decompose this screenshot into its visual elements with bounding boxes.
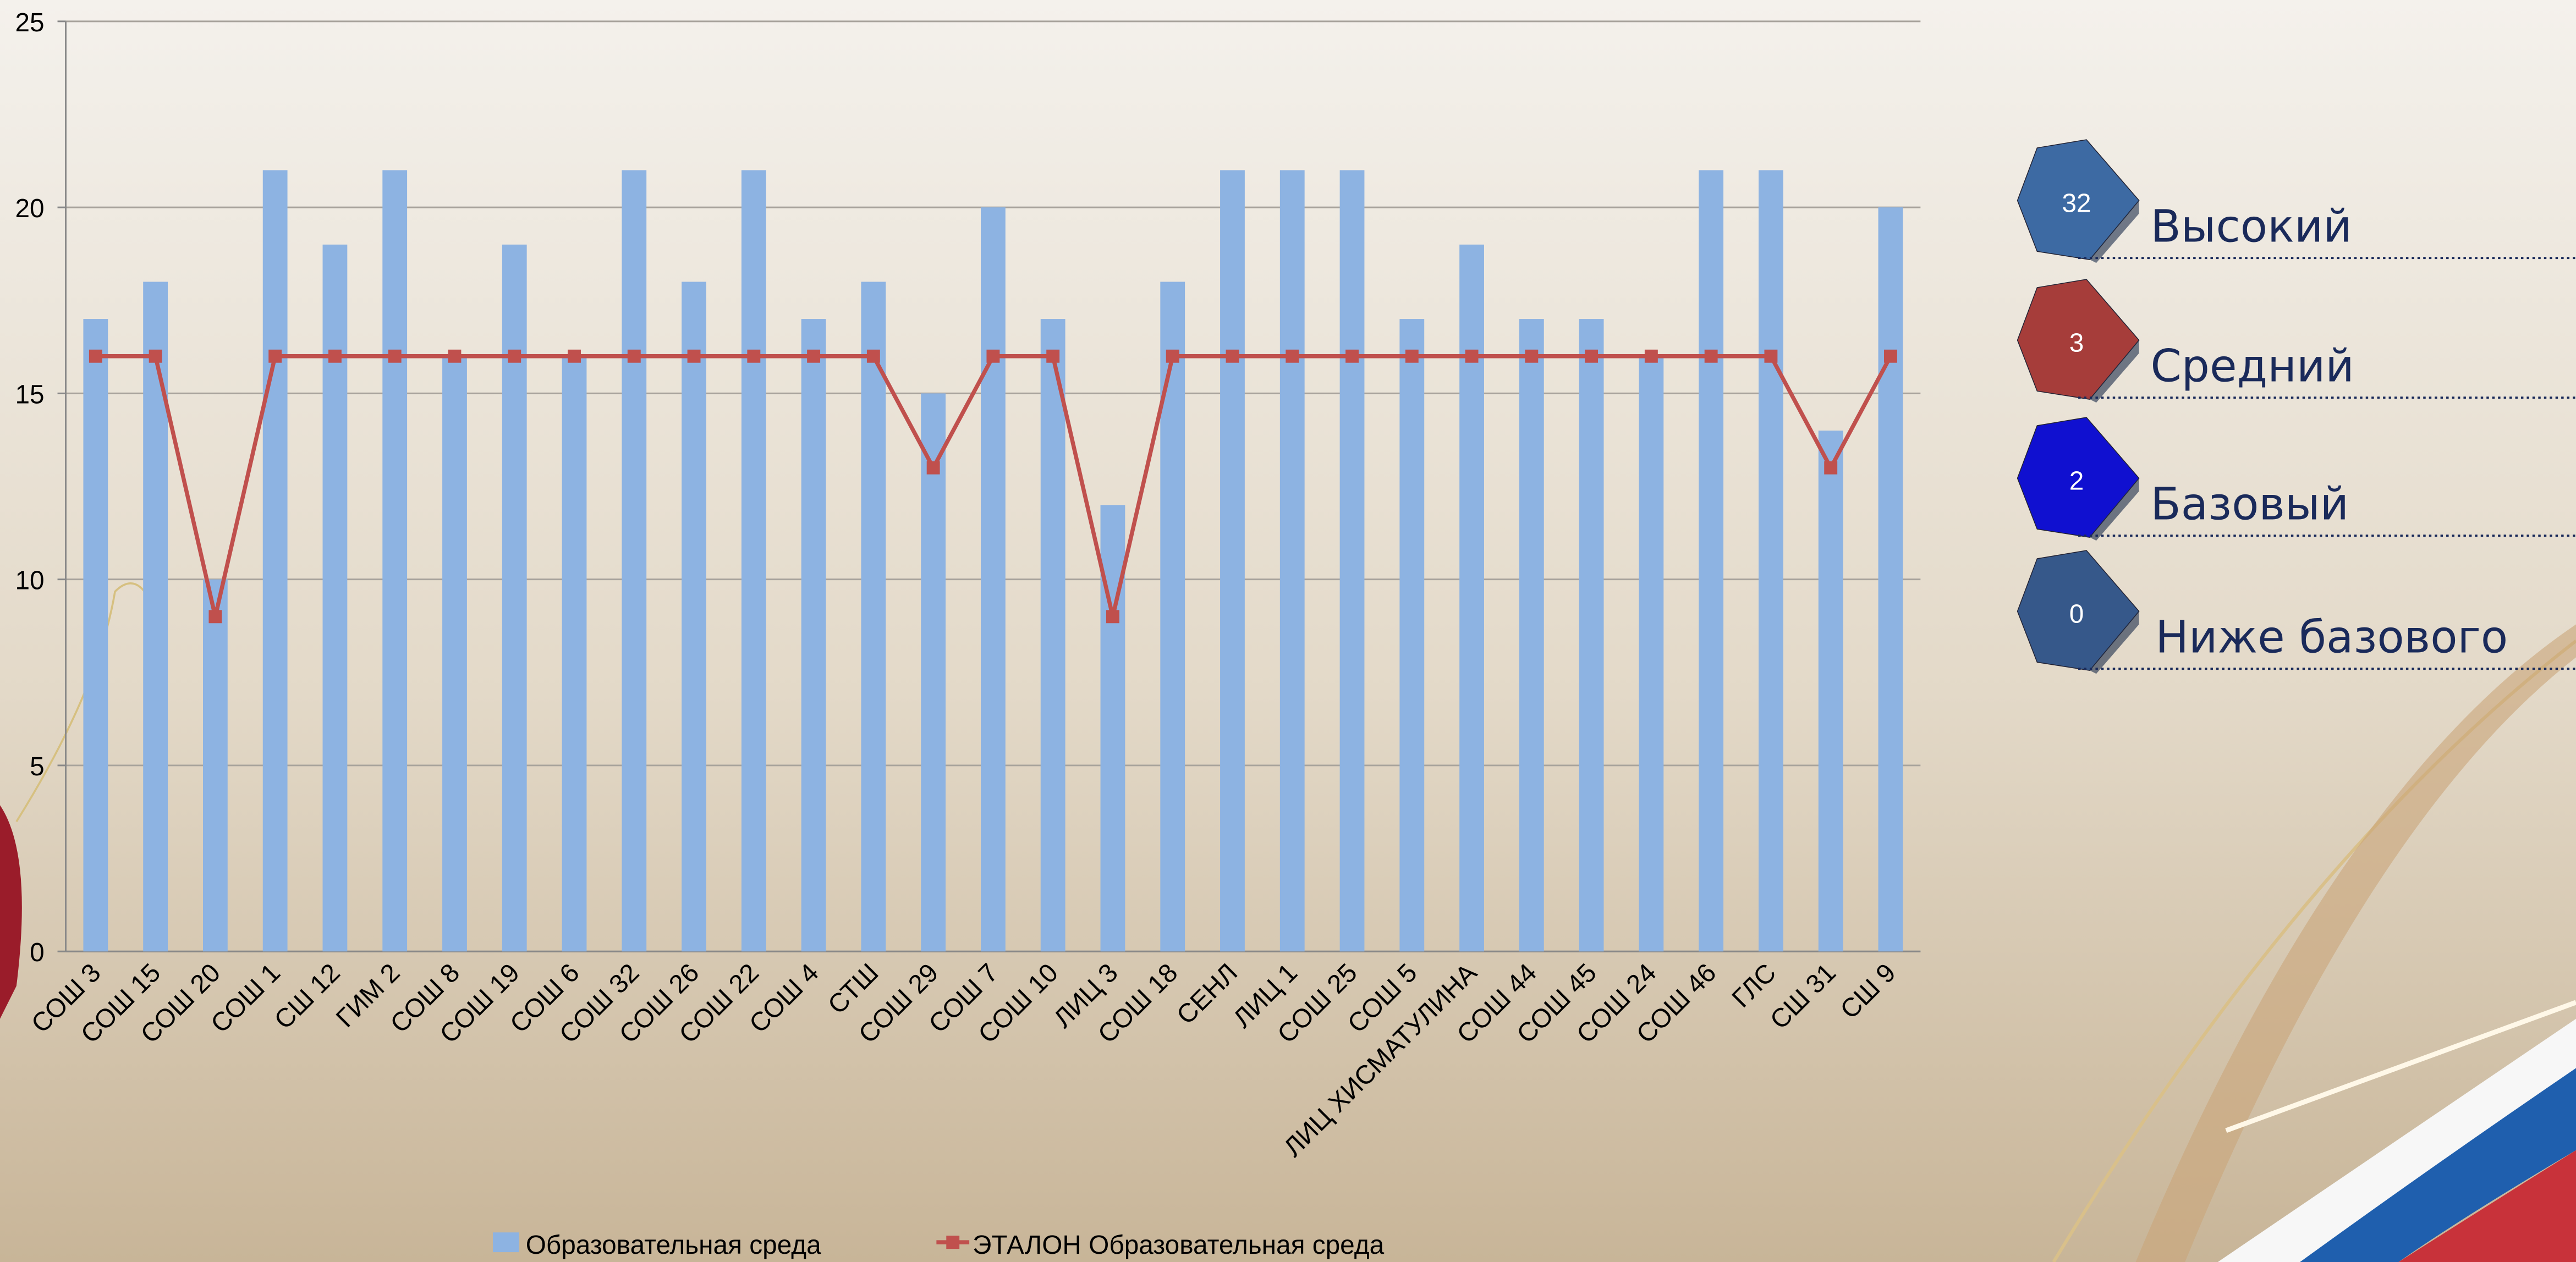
bar xyxy=(1579,319,1604,952)
bar xyxy=(562,356,587,952)
marker xyxy=(627,349,641,363)
y-tick-label: 5 xyxy=(30,752,45,781)
level-item: 0 Ниже базового xyxy=(2017,550,2576,674)
bar xyxy=(83,319,108,952)
marker xyxy=(1824,461,1838,475)
level-label: Высокий xyxy=(2150,201,2352,252)
marker xyxy=(1465,349,1479,363)
bar xyxy=(861,282,886,952)
marker xyxy=(866,349,880,363)
level-label: Ниже базового xyxy=(2155,611,2508,663)
bar xyxy=(1818,431,1843,952)
marker xyxy=(926,461,940,475)
bar xyxy=(442,356,467,952)
marker xyxy=(1884,349,1897,363)
y-tick-label: 20 xyxy=(15,194,44,223)
bar xyxy=(143,282,168,952)
marker xyxy=(807,349,821,363)
legend-label: ЭТАЛОН Образовательная среда xyxy=(973,1231,1385,1260)
marker xyxy=(1525,349,1539,363)
bar xyxy=(622,170,647,952)
bar xyxy=(1878,207,1903,952)
decoration xyxy=(0,582,2576,1262)
bar xyxy=(1220,170,1245,952)
level-count: 2 xyxy=(2069,466,2084,495)
y-tick-label: 0 xyxy=(30,938,45,967)
bar xyxy=(1399,319,1425,952)
marker xyxy=(1764,349,1778,363)
y-tick-label: 25 xyxy=(15,8,44,37)
legend-swatch xyxy=(946,1236,960,1249)
bar xyxy=(1759,170,1783,952)
bar xyxy=(981,207,1006,952)
marker xyxy=(388,349,402,363)
y-tick-label: 15 xyxy=(15,380,44,409)
bar xyxy=(382,170,408,952)
marker xyxy=(1704,349,1718,363)
bar xyxy=(1339,170,1365,952)
marker xyxy=(149,349,162,363)
marker xyxy=(268,349,282,363)
bar xyxy=(741,170,766,952)
marker xyxy=(1286,349,1299,363)
bar xyxy=(801,319,826,952)
level-badge-shade xyxy=(2089,340,2139,403)
bar xyxy=(262,170,288,952)
marker xyxy=(747,349,761,363)
level-label: Базовый xyxy=(2150,478,2349,530)
marker xyxy=(448,349,462,363)
bar xyxy=(1639,356,1664,952)
marker xyxy=(1345,349,1359,363)
level-badge-shade xyxy=(2089,478,2139,541)
bar xyxy=(921,393,946,952)
level-count: 0 xyxy=(2069,600,2084,629)
marker xyxy=(1166,349,1179,363)
marker xyxy=(1046,349,1060,363)
marker xyxy=(508,349,521,363)
marker xyxy=(1226,349,1239,363)
marker xyxy=(89,349,102,363)
level-count: 32 xyxy=(2062,189,2091,218)
marker xyxy=(328,349,342,363)
level-count: 3 xyxy=(2069,328,2084,357)
y-tick-label: 10 xyxy=(15,566,44,596)
marker xyxy=(1644,349,1658,363)
bar xyxy=(1160,282,1185,952)
level-badge-shade xyxy=(2089,611,2139,674)
bar xyxy=(1519,319,1544,952)
marker xyxy=(568,349,581,363)
bar xyxy=(202,579,228,952)
bar xyxy=(1040,319,1065,952)
level-badge-shade xyxy=(2089,200,2139,263)
bar xyxy=(682,282,706,952)
level-item: 2 Базовый xyxy=(2017,417,2576,541)
level-label: Средний xyxy=(2150,340,2354,392)
legend-swatch xyxy=(492,1232,519,1253)
level-item: 32 Высокий xyxy=(2017,139,2576,263)
marker xyxy=(1585,349,1599,363)
level-item: 3 Средний xyxy=(2017,279,2576,403)
marker xyxy=(986,349,1000,363)
marker xyxy=(1405,349,1419,363)
bar xyxy=(1699,170,1724,952)
marker xyxy=(1106,610,1119,624)
legend-label: Образовательная среда xyxy=(526,1231,821,1260)
marker xyxy=(208,610,222,624)
bar xyxy=(1279,170,1305,952)
marker xyxy=(687,349,701,363)
